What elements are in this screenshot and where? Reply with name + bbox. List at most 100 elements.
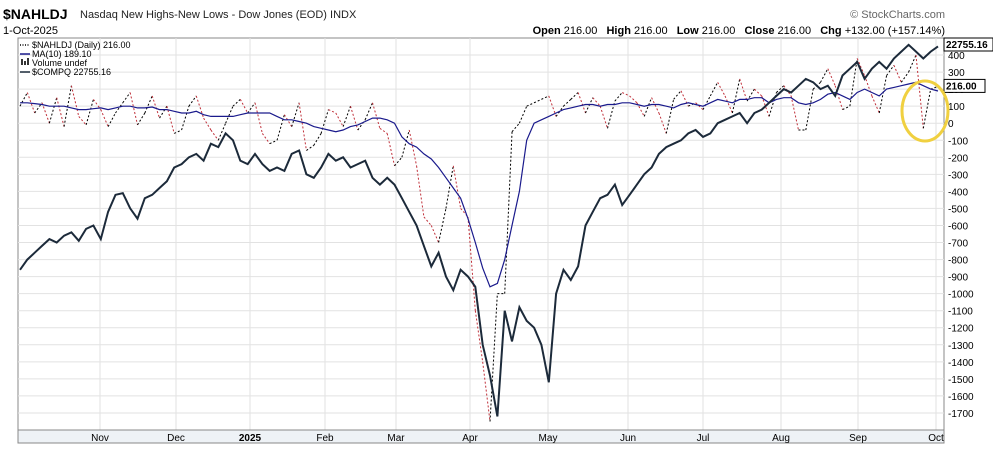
- brand-text: © StockCharts.com: [850, 9, 945, 21]
- x-tick-label: Sep: [849, 433, 867, 444]
- chart-date: 1-Oct-2025: [3, 25, 59, 37]
- y-tick-label: -700: [948, 239, 968, 250]
- nahldj-segment: [70, 85, 80, 117]
- price-markers: 22755.16 216.00: [943, 37, 993, 93]
- high-value: 216.00: [633, 25, 668, 37]
- nahldj-segment: [827, 68, 836, 86]
- nahldj-segment: [724, 95, 733, 114]
- nahldj-segment: [541, 95, 549, 100]
- nahldj-segment: [291, 102, 300, 127]
- nahldj-segment: [614, 92, 623, 102]
- nahldj-segment: [85, 99, 94, 126]
- legend-swatch: [24, 61, 26, 65]
- nahldj-segment: [19, 92, 28, 107]
- plot-frame: [17, 37, 945, 431]
- nahldj-segment: [217, 123, 227, 141]
- low-label: Low: [676, 25, 699, 37]
- nahldj-segment: [636, 102, 645, 117]
- nahldj-segment: [254, 102, 263, 134]
- nahldj-segment: [563, 98, 572, 107]
- nahldj-segment: [776, 85, 785, 93]
- nahldj-segment: [489, 293, 498, 422]
- y-tick-label: -600: [948, 221, 968, 232]
- nahldj-segment: [717, 82, 726, 97]
- nahldj-segment: [518, 105, 528, 124]
- y-tick-label: 400: [948, 51, 965, 62]
- nahldj-segment: [401, 129, 410, 158]
- nahldj-segment: [790, 95, 799, 131]
- nahldj-segment: [416, 165, 425, 218]
- nahldj-segment: [504, 131, 513, 294]
- y-tick-label: -200: [948, 153, 968, 164]
- nahldj-segment: [350, 106, 359, 131]
- nahldj-segment: [144, 95, 153, 114]
- chart-header: $NAHLDJ Nasdaq New Highs-New Lows - Dow …: [0, 0, 993, 42]
- ma10-line: [20, 81, 939, 288]
- nahldj-segment: [430, 225, 440, 243]
- y-tick-label: -1400: [948, 358, 974, 369]
- nahldj-segment: [379, 127, 388, 134]
- chg-label: Chg: [820, 25, 842, 37]
- nahldj-price-label: 216.00: [946, 81, 977, 92]
- nahldj-segment: [445, 165, 454, 209]
- nahldj-segment: [607, 100, 616, 129]
- nahldj-segment: [225, 105, 234, 124]
- nahldj-segment: [680, 90, 689, 107]
- nahldj-segment: [754, 88, 763, 97]
- x-tick-label: Mar: [387, 433, 405, 444]
- y-tick-label: 300: [948, 68, 965, 79]
- nahldj-segment: [731, 78, 741, 114]
- nahldj-segment: [805, 89, 814, 131]
- y-tick-label: -1500: [948, 375, 974, 386]
- y-tick-label: -1600: [948, 392, 974, 403]
- nahldj-segment: [709, 82, 719, 97]
- nahldj-segment: [629, 95, 638, 104]
- nahldj-segment: [673, 90, 682, 100]
- nahldj-segment: [269, 139, 278, 145]
- nahldj-segment: [181, 106, 190, 131]
- exchange-text: INDX: [330, 9, 357, 21]
- y-tick-label: -1200: [948, 324, 974, 335]
- nahldj-segment: [893, 65, 902, 83]
- open-value: 216.00: [563, 25, 598, 37]
- nahldj-segment: [585, 97, 594, 114]
- x-tick-label: Feb: [316, 433, 334, 444]
- legend-label: MA(10) 189.10: [32, 49, 92, 59]
- nahldj-segment: [372, 102, 381, 129]
- nahldj-segment: [63, 85, 72, 127]
- legend-label: $COMPQ 22755.16: [32, 67, 111, 77]
- close-value: 216.00: [777, 25, 812, 37]
- nahldj-segment: [328, 109, 337, 114]
- series-layer: [19, 43, 939, 422]
- open-label: Open: [532, 25, 561, 37]
- high-label: High: [606, 25, 631, 37]
- legend-label: $NAHLDJ (Daily) 216.00: [32, 40, 131, 50]
- y-tick-label: -1100: [948, 307, 973, 318]
- highlight-circle: [900, 79, 950, 143]
- x-tick-label: Jul: [697, 433, 710, 444]
- nahldj-segment: [665, 99, 675, 134]
- nahldj-segment: [643, 97, 653, 117]
- nahldj-segment: [100, 109, 109, 127]
- y-tick-label: -300: [948, 170, 968, 181]
- chg-value: +132.00 (+157.14%): [844, 25, 945, 37]
- nahldj-segment: [298, 102, 307, 151]
- nahldj-segment: [438, 208, 447, 243]
- nahldj-segment: [570, 92, 579, 100]
- nahldj-segment: [651, 97, 660, 114]
- x-tick-label: Oct: [928, 433, 944, 444]
- nahldj-segment: [56, 97, 65, 127]
- nahldj-segment: [820, 68, 829, 83]
- x-tick-label: Jun: [620, 433, 636, 444]
- nahldj-segment: [856, 58, 866, 76]
- nahldj-segment: [335, 112, 344, 127]
- x-tick-label: Dec: [167, 433, 185, 444]
- nahldj-segment: [107, 112, 116, 127]
- y-axis: 4003002001000-100-200-300-400-500-600-70…: [948, 51, 974, 420]
- y-tick-label: -900: [948, 273, 968, 284]
- symbol-description: Nasdaq New Highs-New Lows - Dow Jones (E…: [80, 9, 356, 21]
- nahldj-segment: [452, 165, 462, 209]
